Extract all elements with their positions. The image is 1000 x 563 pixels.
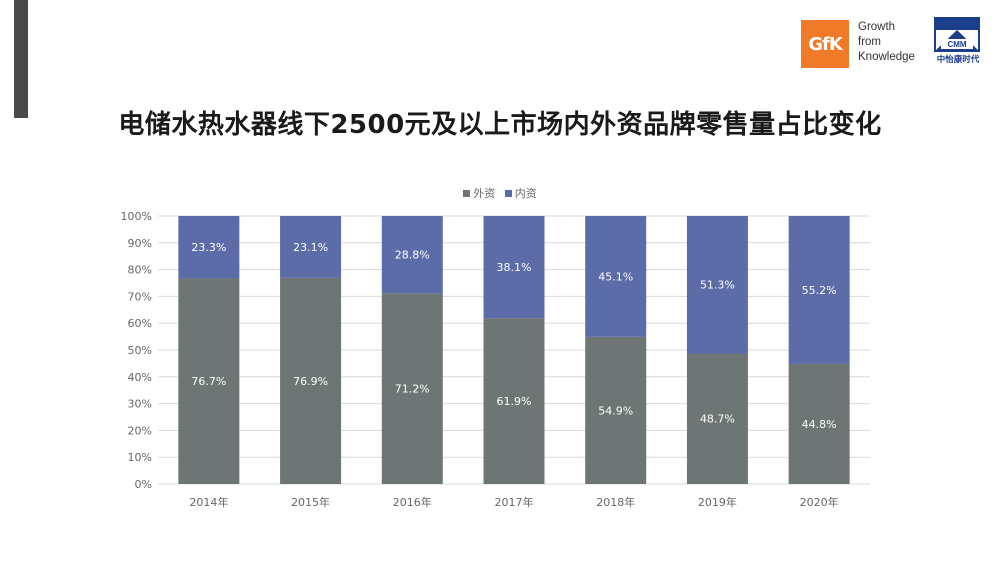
bar-segment-foreign xyxy=(178,278,240,484)
y-tick-label: 10% xyxy=(128,451,152,464)
gfk-tagline-line: Growth xyxy=(858,21,896,33)
legend-swatch-foreign xyxy=(463,189,471,197)
x-tick-label: 2020年 xyxy=(800,495,839,509)
data-label: 61.9% xyxy=(497,395,532,408)
gfk-tagline: Growth from Knowledge xyxy=(858,20,915,65)
cmm-logo: CMM xyxy=(934,17,980,52)
x-tick-label: 2018年 xyxy=(596,495,635,509)
bar-segment-domestic xyxy=(280,216,342,278)
decorative-left-bar xyxy=(14,0,28,118)
data-label: 48.7% xyxy=(700,413,735,426)
y-tick-label: 100% xyxy=(121,210,152,223)
gfk-tagline-line: from xyxy=(858,36,881,48)
x-tick-label: 2014年 xyxy=(189,495,228,509)
data-label: 23.1% xyxy=(293,241,328,254)
bar-segment-domestic xyxy=(178,216,240,279)
legend-swatch-domestic xyxy=(504,189,512,197)
x-tick-label: 2017年 xyxy=(495,495,534,509)
page-title: 电储水热水器线下2500元及以上市场内外资品牌零售量占比变化 xyxy=(118,110,882,140)
bar-segment-foreign xyxy=(585,336,647,484)
bar-segment-domestic xyxy=(381,216,443,294)
data-label: 55.2% xyxy=(802,284,837,297)
bar-segment-domestic xyxy=(483,216,545,319)
y-tick-label: 30% xyxy=(128,398,152,411)
data-label: 45.1% xyxy=(598,270,633,283)
cmm-name: 中怡康时代 xyxy=(936,55,980,65)
cmm-logo-text: CMM xyxy=(947,40,966,49)
bar-segment-foreign xyxy=(280,277,342,484)
data-label: 54.9% xyxy=(598,404,633,417)
data-label: 28.8% xyxy=(395,249,430,262)
bar-segment-foreign xyxy=(788,363,850,484)
chart-legend: 外资 内资 xyxy=(0,185,1000,201)
gfk-logo-text: GfK xyxy=(808,33,843,55)
bar-segment-domestic xyxy=(686,216,748,354)
x-tick-label: 2015年 xyxy=(291,495,330,509)
bar-segment-domestic xyxy=(585,216,647,337)
data-label: 51.3% xyxy=(700,279,735,292)
data-label: 76.7% xyxy=(191,375,226,388)
legend-item-foreign: 外资 xyxy=(463,185,495,201)
bar-segment-foreign xyxy=(483,318,545,484)
gfk-logo: GfK xyxy=(801,20,849,68)
y-tick-label: 70% xyxy=(128,290,152,303)
y-tick-label: 0% xyxy=(135,478,152,491)
bar-segment-domestic xyxy=(788,216,850,364)
legend-item-domestic: 内资 xyxy=(504,185,537,201)
y-tick-label: 90% xyxy=(128,237,152,250)
y-tick-label: 60% xyxy=(128,317,152,330)
data-label: 44.8% xyxy=(802,418,837,431)
gfk-tagline-line: Knowledge xyxy=(858,51,915,63)
bar-segment-foreign xyxy=(381,293,443,484)
y-tick-label: 40% xyxy=(128,371,152,384)
data-label: 23.3% xyxy=(191,241,226,254)
y-tick-label: 20% xyxy=(128,424,152,437)
data-label: 71.2% xyxy=(395,383,430,396)
x-tick-label: 2016年 xyxy=(393,495,432,509)
x-tick-label: 2019年 xyxy=(698,495,737,509)
bar-segment-foreign xyxy=(686,353,748,484)
data-label: 38.1% xyxy=(497,261,532,274)
legend-label-domestic: 内资 xyxy=(514,187,537,200)
data-label: 76.9% xyxy=(293,375,328,388)
legend-label-foreign: 外资 xyxy=(473,187,496,200)
y-tick-label: 80% xyxy=(128,264,152,277)
y-tick-label: 50% xyxy=(128,344,152,357)
